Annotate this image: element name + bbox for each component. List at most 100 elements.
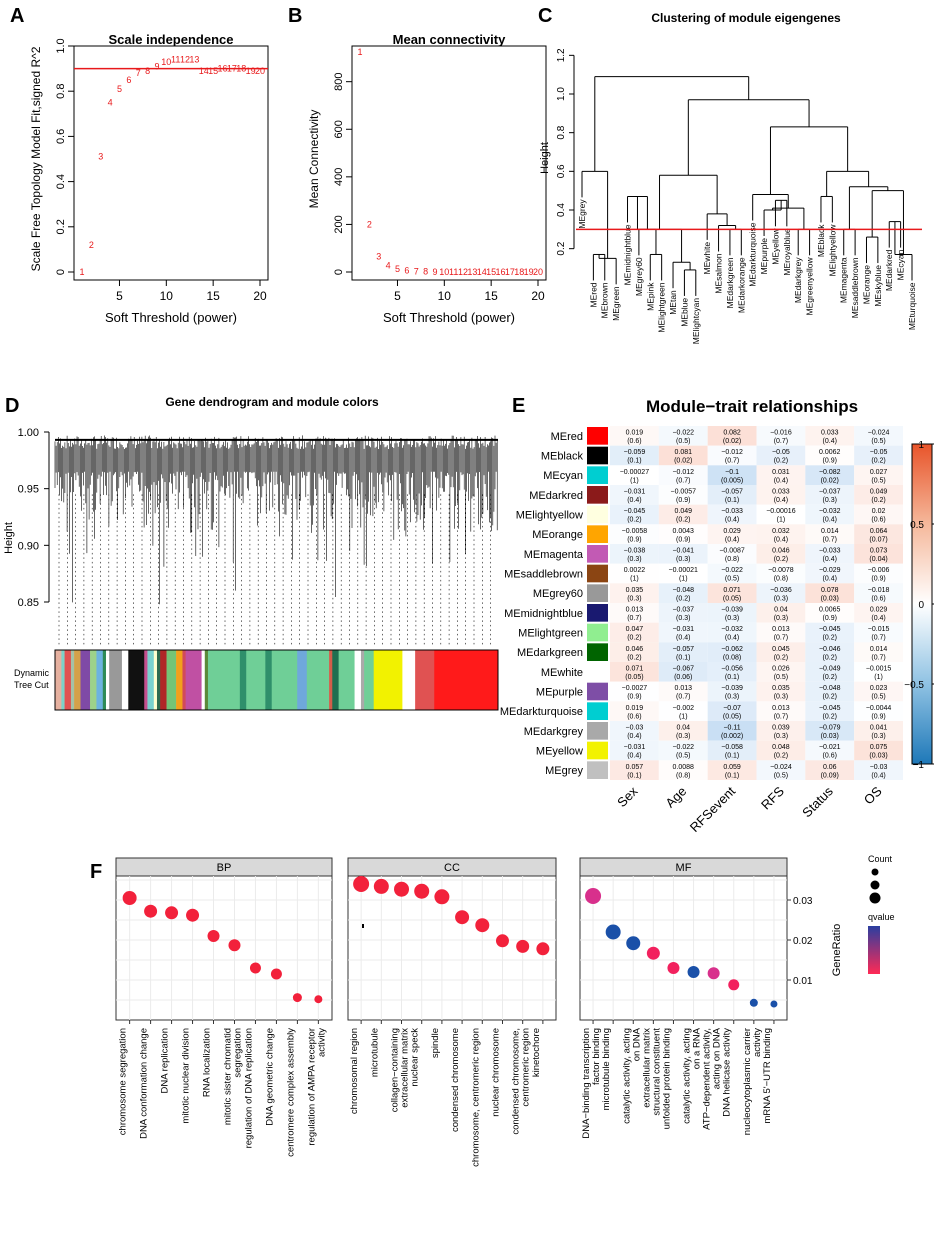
heatmap-cell	[756, 485, 806, 505]
data-point	[455, 910, 470, 925]
cell-value: 0.035	[772, 685, 790, 692]
cell-pvalue: (0.5)	[676, 753, 690, 760]
y-tick-label: 0.95	[18, 484, 39, 496]
cell-pvalue: (0.03)	[869, 753, 887, 760]
cell-pvalue: (0.6)	[871, 595, 885, 602]
y-tick-label: 800	[333, 73, 345, 91]
module-color-block	[434, 650, 499, 710]
module-swatch	[587, 564, 608, 583]
term-label: acting on DNA	[712, 1027, 723, 1089]
cell-pvalue: (1)	[679, 576, 688, 583]
data-point	[249, 962, 261, 974]
cell-pvalue: (0.2)	[871, 458, 885, 465]
term-label: activity	[752, 1028, 763, 1057]
data-point-label: 11	[171, 55, 180, 65]
heatmap-cell	[756, 760, 806, 780]
cell-pvalue: (0.1)	[725, 772, 739, 779]
data-point-label: 17	[505, 267, 515, 277]
term-label: condensed chromosome	[450, 1028, 461, 1132]
data-point-label: 19	[246, 66, 256, 76]
heatmap-cell	[707, 583, 757, 603]
cell-pvalue: (0.05)	[723, 595, 741, 602]
term-label: on a RNA	[692, 1027, 703, 1069]
heatmap-cell	[610, 485, 659, 505]
heatmap-cell	[805, 524, 855, 544]
data-point-label: 16	[496, 267, 506, 277]
cell-pvalue: (0.05)	[625, 674, 643, 681]
y-tick-label: 0.8	[55, 84, 67, 99]
leaf-label: MEwhite	[702, 242, 712, 275]
data-point-label: 8	[423, 267, 428, 277]
module-color-block	[147, 650, 155, 710]
cell-pvalue: (0.5)	[774, 772, 788, 779]
cell-pvalue: (0.1)	[627, 772, 641, 779]
leaf-label: MEtan	[668, 290, 678, 315]
heatmap-cell	[707, 426, 757, 446]
x-tick-label: 10	[438, 289, 452, 303]
cell-value: −0.012	[721, 449, 743, 456]
module-color-block	[80, 650, 91, 710]
heatmap-cell	[805, 465, 855, 485]
cell-value: 0.0065	[819, 607, 841, 614]
legend-size-key	[869, 892, 881, 904]
heatmap-cell	[805, 563, 855, 584]
leaf-label: MEgreenyellow	[805, 256, 815, 315]
cell-pvalue: (0.5)	[871, 477, 885, 484]
cell-pvalue: (0.7)	[725, 458, 739, 465]
heatmap-cell	[658, 445, 708, 466]
heatmap-cell	[707, 445, 757, 466]
term-label: chromosome, centromeric region	[470, 1028, 481, 1167]
y-tick-label: 1.2	[556, 48, 567, 62]
cell-value: 0.041	[870, 725, 888, 732]
cell-pvalue: (0.2)	[627, 654, 641, 661]
heatmap-cell	[610, 603, 659, 623]
module-swatch	[587, 545, 608, 563]
panel-c: C Clustering of module eigengenes 0.2 0.4 0.…	[538, 5, 922, 344]
data-point-label: 18	[514, 267, 524, 277]
term-label: centromeric region	[521, 1028, 532, 1107]
cell-pvalue: (0.06)	[674, 674, 692, 681]
cell-pvalue: (0.4)	[823, 576, 837, 583]
term-label: DNA replication	[160, 1028, 171, 1093]
legend-size-key	[870, 880, 880, 890]
row-label: MEsaddlebrown	[504, 569, 583, 581]
module-color-block	[364, 650, 375, 710]
heatmap-cell	[805, 445, 855, 466]
cell-value: −0.057	[672, 646, 694, 653]
module-color-block	[121, 650, 129, 710]
cell-pvalue: (0.4)	[823, 438, 837, 445]
data-point	[414, 883, 430, 899]
heatmap-cell	[854, 740, 903, 761]
module-swatch	[587, 486, 608, 504]
y-tick-label: 0	[333, 269, 345, 275]
heatmap-cell	[854, 760, 903, 780]
data-point-label: 5	[395, 264, 400, 274]
y-axis-label: Height	[3, 522, 15, 554]
term-label: DNA conformation change	[139, 1028, 150, 1139]
cell-pvalue: (0.3)	[774, 694, 788, 701]
cell-value: −0.002	[672, 705, 694, 712]
panel-letter: E	[512, 395, 525, 417]
heatmap-cell	[756, 504, 806, 525]
leaf-label: MEdarkgreen	[725, 257, 735, 308]
row-label: MEred	[551, 431, 583, 443]
x-tick-label: 5	[394, 289, 401, 303]
heatmap-cell	[707, 721, 757, 741]
panel-letter: F	[90, 861, 102, 883]
leaf-label: MEpink	[645, 282, 655, 311]
module-swatch	[587, 741, 608, 760]
module-swatch	[587, 505, 608, 524]
cell-pvalue: (1)	[874, 674, 883, 681]
cell-value: 0.027	[870, 469, 888, 476]
cell-value: 0.02	[872, 508, 886, 515]
term-label: microtubule	[369, 1028, 380, 1077]
cell-value: 0.082	[723, 430, 741, 437]
data-point-label: 12	[180, 55, 190, 65]
heatmap-cell	[805, 701, 855, 721]
leaf-label: MEcyan	[896, 249, 906, 280]
module-swatch	[587, 623, 608, 642]
cell-value: −0.038	[624, 548, 646, 555]
cell-value: −0.0078	[768, 567, 794, 574]
cell-value: −0.05	[772, 449, 790, 456]
cell-pvalue: (0.2)	[774, 654, 788, 661]
